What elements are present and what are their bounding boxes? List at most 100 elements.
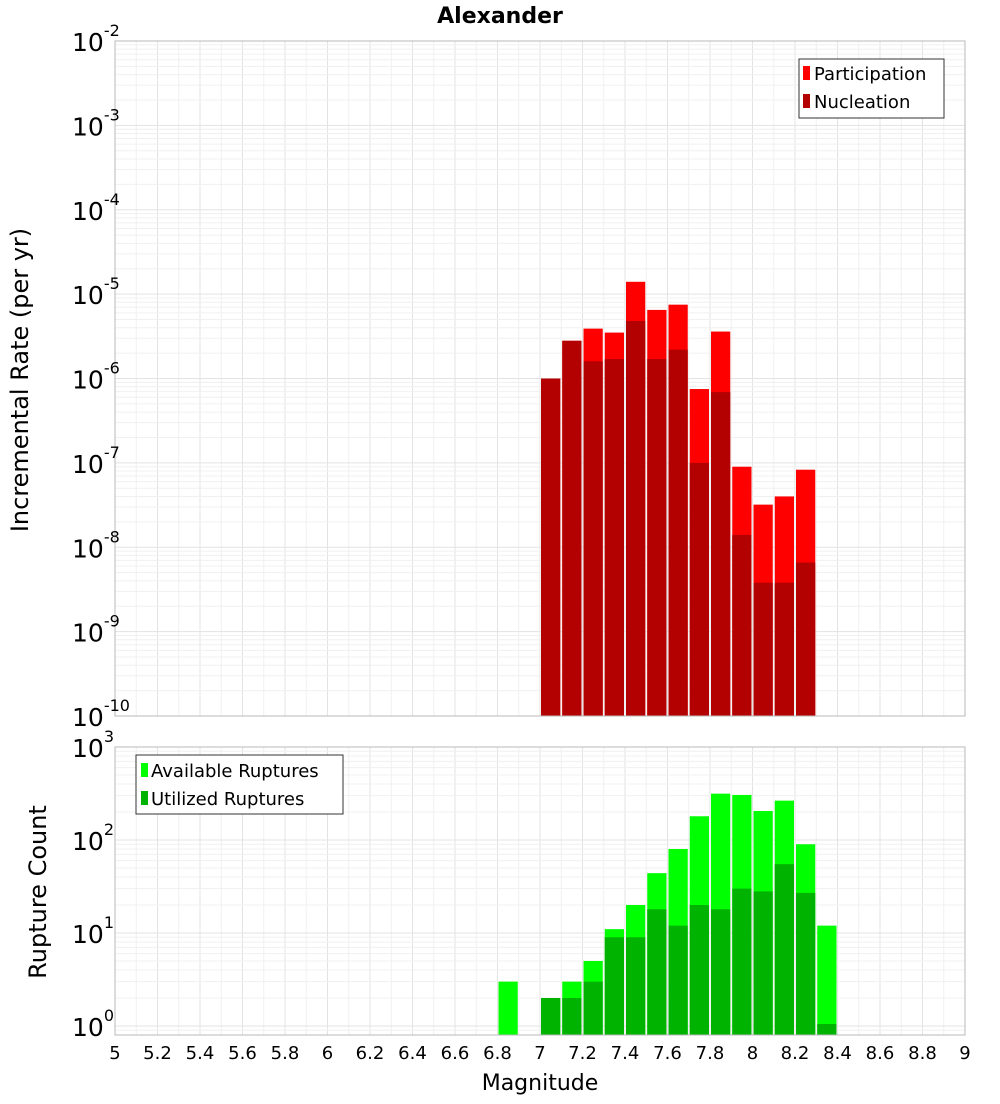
- bottom-y-tick-label: 100: [72, 1006, 114, 1042]
- top-y-tick-label: 10-8: [72, 527, 120, 563]
- top-y-tick-label: 10-7: [72, 443, 120, 479]
- bottom-y-tick-label: 102: [72, 820, 114, 856]
- bottom-y-tick-exponent: 2: [104, 820, 114, 839]
- top-y-tick-label: 10-9: [72, 612, 120, 648]
- x-tick-label: 7.4: [611, 1043, 640, 1064]
- bottom-y-axis-label: Rupture Count: [24, 805, 52, 979]
- bottom-bar-utilized-ruptures: [796, 892, 816, 1035]
- x-tick-label: 7: [534, 1043, 545, 1064]
- bottom-bar-utilized-ruptures: [732, 888, 752, 1035]
- bottom-bar-utilized-ruptures: [604, 937, 624, 1035]
- top-y-tick-label: 10-4: [72, 190, 120, 226]
- bottom-bar-utilized-ruptures: [626, 937, 646, 1035]
- x-tick-label: 6: [322, 1043, 333, 1064]
- x-tick-label: 6.4: [398, 1043, 427, 1064]
- bottom-bar-utilized-ruptures: [562, 997, 582, 1035]
- top-bar-nucleation: [604, 359, 624, 716]
- top-bar-nucleation: [647, 359, 667, 716]
- x-tick-label: 5.6: [228, 1043, 257, 1064]
- x-tick-label: 5.8: [271, 1043, 300, 1064]
- top-bar-nucleation: [541, 378, 561, 716]
- chart-title: Alexander: [437, 4, 563, 29]
- x-tick-label: 8.6: [866, 1043, 895, 1064]
- bottom-bar-available-ruptures: [498, 981, 518, 1035]
- bottom-bar-utilized-ruptures: [647, 909, 667, 1035]
- bottom-bar-utilized-ruptures: [689, 904, 709, 1035]
- bottom-legend-box: [135, 754, 344, 815]
- bars-layer: [498, 281, 837, 1035]
- legend-swatch-participation: [803, 66, 810, 80]
- top-bar-nucleation: [711, 392, 731, 716]
- x-tick-label: 8: [747, 1043, 758, 1064]
- x-tick-label: 8.2: [781, 1043, 810, 1064]
- top-bar-nucleation: [626, 321, 646, 716]
- x-tick-label: 5: [109, 1043, 120, 1064]
- legend-label-nucleation: Nucleation: [814, 92, 910, 113]
- top-y-tick-exponent: -2: [104, 21, 120, 40]
- x-tick-label: 6.6: [441, 1043, 470, 1064]
- x-tick-label: 8.8: [908, 1043, 937, 1064]
- bottom-legend: Available Ruptures Utilized Ruptures: [135, 754, 344, 815]
- top-y-tick-exponent: -5: [104, 274, 120, 293]
- x-tick-label: 5.2: [143, 1043, 172, 1064]
- grid-layer: [114, 40, 966, 1036]
- frames-layer: [114, 40, 966, 1036]
- top-bar-nucleation: [562, 340, 582, 716]
- x-axis-label: Magnitude: [482, 1071, 599, 1096]
- top-bar-nucleation: [583, 361, 603, 716]
- bottom-y-tick-label: 103: [72, 727, 114, 763]
- top-y-tick-exponent: -4: [104, 190, 120, 209]
- top-y-tick-exponent: -6: [104, 359, 120, 378]
- top-bar-nucleation: [796, 562, 816, 716]
- x-tick-label: 5.4: [186, 1043, 215, 1064]
- x-tick-label: 7.6: [653, 1043, 682, 1064]
- top-plot-frame: [114, 40, 966, 717]
- top-bar-nucleation: [689, 462, 709, 716]
- x-tick-label: 8.4: [823, 1043, 852, 1064]
- bottom-plot-frame: [114, 746, 966, 1036]
- top-bar-nucleation: [668, 349, 688, 716]
- legend-label-available-ruptures: Available Ruptures: [151, 761, 319, 782]
- legend-swatch-nucleation: [803, 94, 810, 108]
- top-y-tick-exponent: -8: [104, 527, 120, 546]
- top-y-tick-exponent: -10: [104, 696, 130, 715]
- bottom-y-tick-exponent: 1: [104, 913, 114, 932]
- x-tick-label: 6.2: [356, 1043, 385, 1064]
- top-y-tick-label: 10-3: [72, 105, 120, 141]
- top-y-tick-label: 10-5: [72, 274, 120, 310]
- bottom-bar-utilized-ruptures: [817, 1024, 837, 1035]
- bottom-bar-utilized-ruptures: [583, 981, 603, 1035]
- legend-label-utilized-ruptures: Utilized Ruptures: [151, 789, 304, 810]
- top-bar-nucleation: [753, 582, 773, 716]
- top-y-tick-exponent: -7: [104, 443, 120, 462]
- legend-label-participation: Participation: [814, 64, 926, 85]
- top-y-tick-exponent: -9: [104, 612, 120, 631]
- legend-swatch-available-ruptures: [141, 763, 148, 777]
- bottom-bar-utilized-ruptures: [711, 909, 731, 1035]
- top-bar-nucleation: [774, 582, 794, 716]
- x-tick-label: 7.2: [568, 1043, 597, 1064]
- bottom-bar-available-ruptures: [817, 925, 837, 1035]
- bottom-bar-utilized-ruptures: [774, 864, 794, 1035]
- bottom-y-tick-label: 101: [72, 913, 114, 949]
- top-bar-nucleation: [732, 534, 752, 716]
- top-y-axis-label: Incremental Rate (per yr): [6, 228, 34, 532]
- top-legend-box: [798, 58, 945, 119]
- bottom-y-tick-exponent: 0: [104, 1006, 114, 1025]
- x-tick-label: 6.8: [483, 1043, 512, 1064]
- top-y-tick-label: 10-6: [72, 359, 120, 395]
- top-y-tick-exponent: -3: [104, 105, 120, 124]
- bottom-bar-utilized-ruptures: [668, 925, 688, 1035]
- tick-label-layer: 10-1010-910-810-710-610-510-410-310-2100…: [72, 21, 971, 1064]
- bottom-bar-utilized-ruptures: [753, 891, 773, 1035]
- top-y-tick-label: 10-10: [72, 696, 130, 732]
- legend-swatch-utilized-ruptures: [141, 791, 148, 805]
- x-tick-label: 7.8: [696, 1043, 725, 1064]
- top-y-tick-label: 10-2: [72, 21, 120, 57]
- bottom-y-tick-exponent: 3: [104, 727, 114, 746]
- x-tick-label: 9: [959, 1043, 970, 1064]
- bottom-bar-utilized-ruptures: [541, 997, 561, 1035]
- top-legend: Participation Nucleation: [798, 58, 945, 119]
